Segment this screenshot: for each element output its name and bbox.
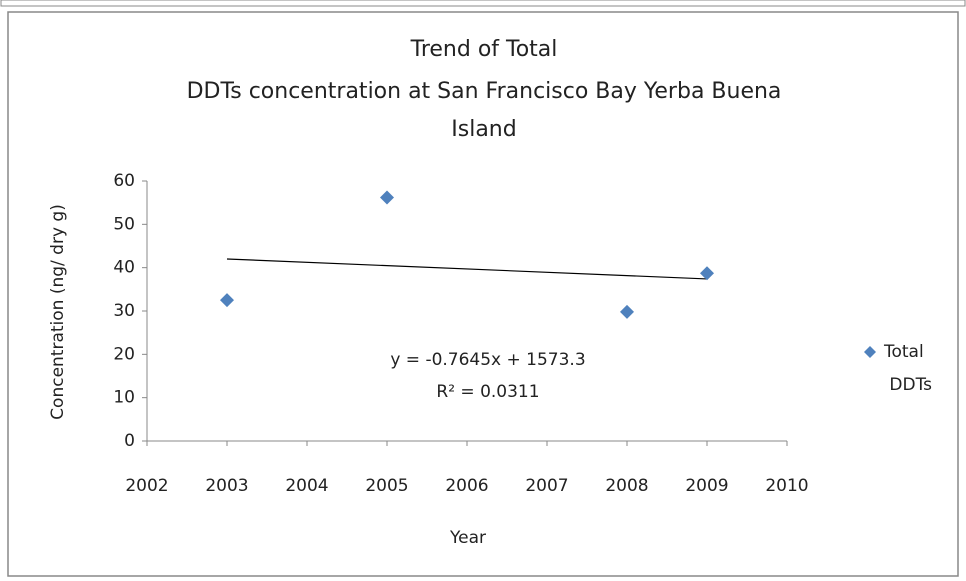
- y-tick-label: 50: [113, 214, 135, 234]
- x-tick-label: 2004: [285, 476, 328, 496]
- chart-title: Trend of Total: [410, 37, 558, 62]
- y-tick-label: 30: [113, 301, 135, 321]
- chart-title: Island: [451, 117, 516, 142]
- data-point: [380, 190, 394, 205]
- x-tick-label: 2003: [205, 476, 248, 496]
- data-point: [220, 293, 234, 308]
- x-axis-label: Year: [449, 528, 486, 548]
- data-point: [620, 304, 634, 319]
- y-tick-label: 40: [113, 258, 135, 278]
- y-tick-label: 20: [113, 344, 135, 364]
- chart-frame: [7, 11, 959, 577]
- legend-marker: [864, 346, 876, 358]
- trendline-equation: y = -0.7645x + 1573.3: [390, 350, 585, 370]
- x-tick-label: 2008: [605, 476, 648, 496]
- y-tick-label: 0: [124, 431, 135, 451]
- legend-label: Total DDTs: [883, 342, 932, 395]
- y-axis-label: Concentration (ng/ dry g): [48, 204, 68, 420]
- y-tick-label: 60: [113, 171, 135, 191]
- data-point: [700, 266, 714, 281]
- x-tick-label: 2007: [525, 476, 568, 496]
- outer-frame: [0, 0, 966, 7]
- trendline: [226, 258, 708, 280]
- chart-title: DDTs concentration at San Francisco Bay …: [187, 79, 782, 104]
- x-tick-label: 2002: [125, 476, 168, 496]
- x-tick-label: 2005: [365, 476, 408, 496]
- x-tick-label: 2010: [765, 476, 808, 496]
- x-tick-label: 2006: [445, 476, 488, 496]
- x-tick-label: 2009: [685, 476, 728, 496]
- y-tick-label: 10: [113, 388, 135, 408]
- trendline-r-squared: R² = 0.0311: [436, 382, 539, 402]
